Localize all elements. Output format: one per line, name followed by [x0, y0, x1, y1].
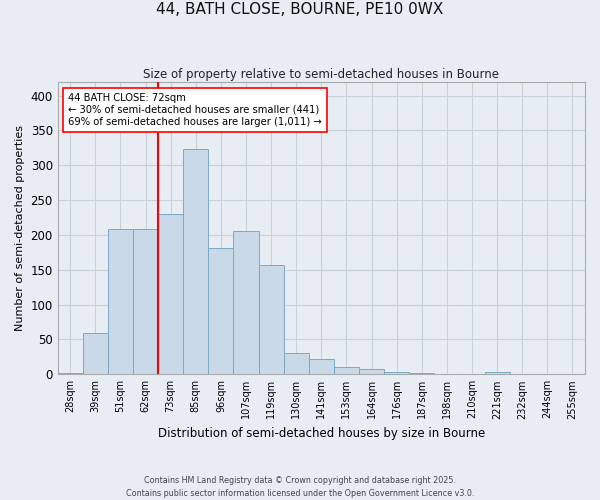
X-axis label: Distribution of semi-detached houses by size in Bourne: Distribution of semi-detached houses by … — [158, 427, 485, 440]
Bar — [309, 359, 334, 374]
Bar — [384, 372, 409, 374]
Bar — [133, 228, 158, 374]
Bar — [158, 214, 183, 374]
Bar — [485, 372, 509, 374]
Bar — [108, 228, 133, 374]
Bar — [83, 332, 108, 374]
Bar — [359, 368, 384, 374]
Bar — [334, 366, 359, 374]
Bar — [58, 373, 83, 374]
Title: Size of property relative to semi-detached houses in Bourne: Size of property relative to semi-detach… — [143, 68, 499, 80]
Bar — [183, 150, 208, 374]
Bar — [233, 232, 259, 374]
Text: 44 BATH CLOSE: 72sqm
← 30% of semi-detached houses are smaller (441)
69% of semi: 44 BATH CLOSE: 72sqm ← 30% of semi-detac… — [68, 94, 322, 126]
Text: Contains HM Land Registry data © Crown copyright and database right 2025.
Contai: Contains HM Land Registry data © Crown c… — [126, 476, 474, 498]
Text: 44, BATH CLOSE, BOURNE, PE10 0WX: 44, BATH CLOSE, BOURNE, PE10 0WX — [157, 2, 443, 18]
Bar — [208, 248, 233, 374]
Bar — [259, 265, 284, 374]
Bar — [284, 354, 309, 374]
Y-axis label: Number of semi-detached properties: Number of semi-detached properties — [15, 125, 25, 331]
Bar — [409, 373, 434, 374]
